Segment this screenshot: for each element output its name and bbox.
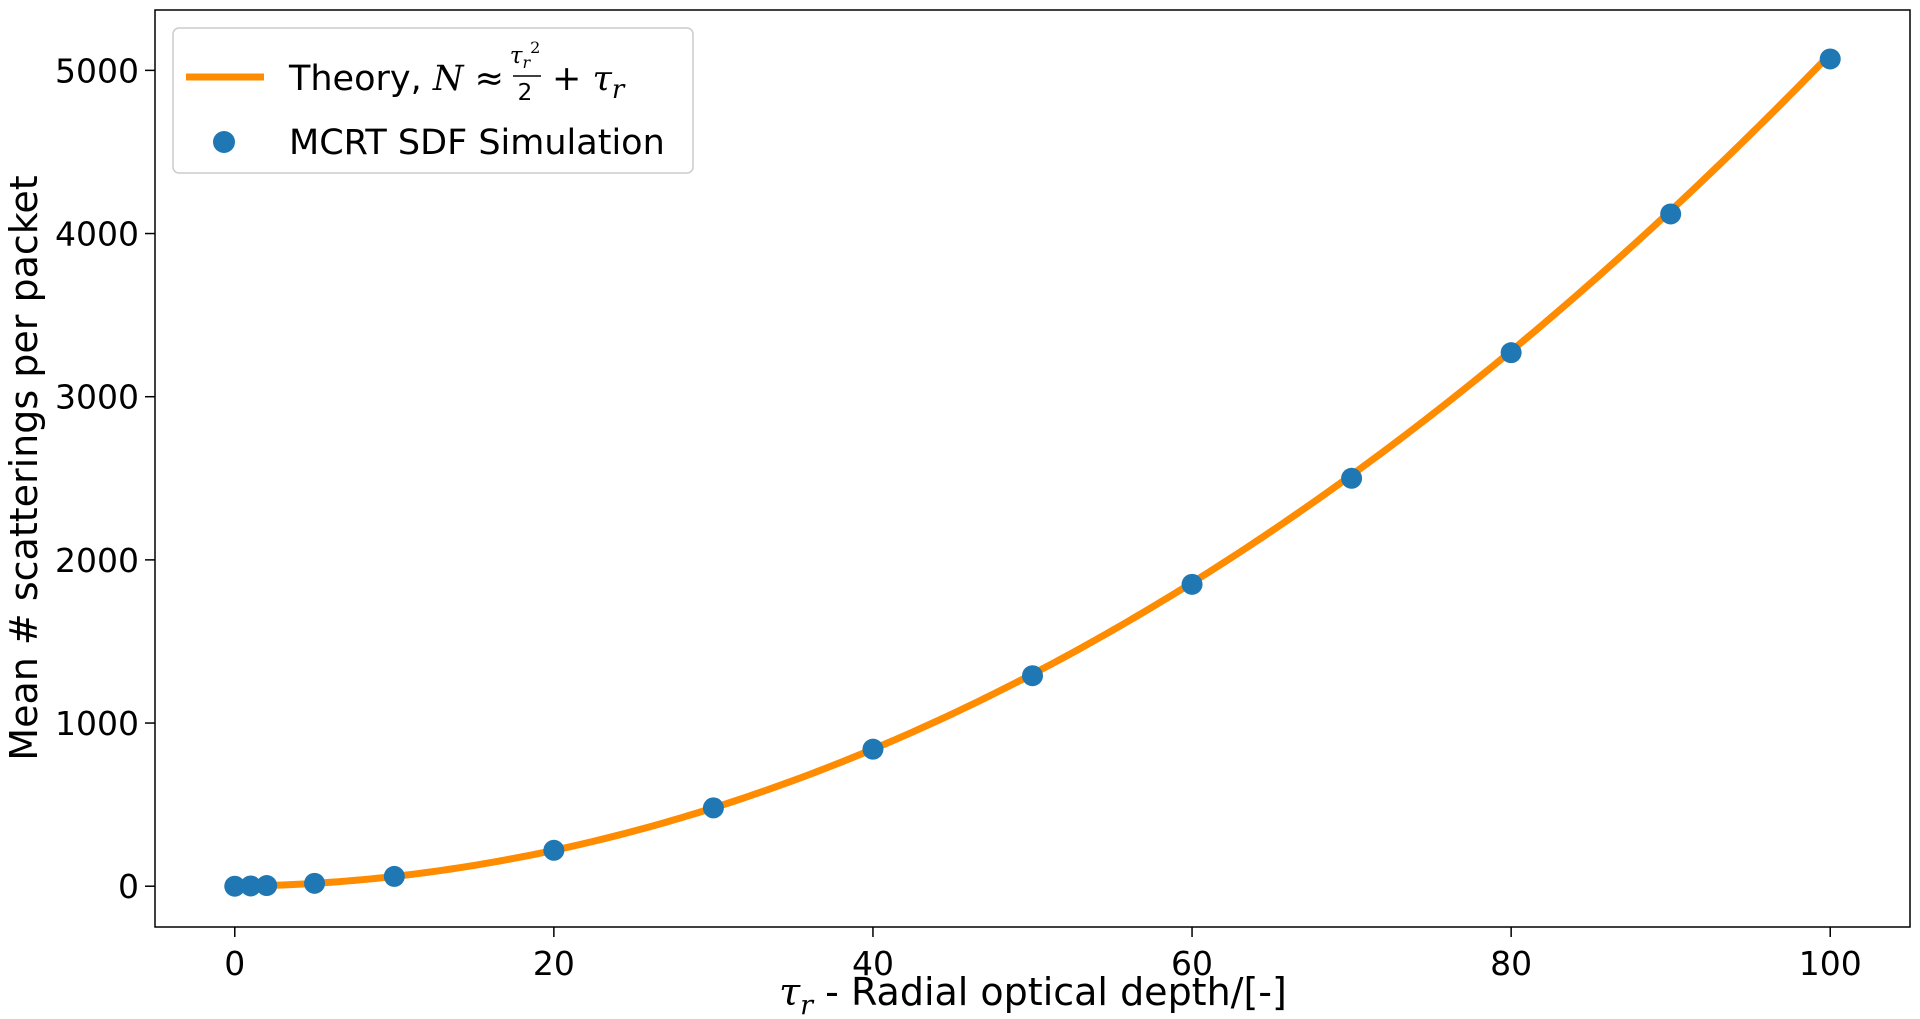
x-tick-label: 0 — [224, 944, 245, 983]
x-tick-label: 20 — [533, 944, 575, 983]
x-axis-label-symbol: τ — [779, 970, 801, 1014]
simulation-point — [383, 865, 405, 887]
plot-frame — [154, 9, 1911, 928]
x-axis-label-subscript: r — [800, 990, 815, 1019]
simulation-point — [224, 875, 246, 897]
legend-theory-prefix: Theory, — [288, 59, 433, 99]
simulation-point — [304, 872, 326, 894]
legend-simulation-swatch — [213, 131, 235, 153]
y-tick-label: 4000 — [55, 215, 139, 254]
y-tick-label: 2000 — [55, 541, 139, 580]
y-tick-label: 3000 — [55, 378, 139, 417]
x-tick-label: 40 — [852, 944, 894, 983]
simulation-point — [543, 839, 565, 861]
legend-simulation-label: MCRT SDF Simulation — [289, 123, 665, 163]
simulation-point — [1660, 203, 1682, 225]
x-axis-ticks: 0 20 40 60 80 100 — [224, 927, 1862, 983]
y-axis-ticks: 0 1000 2000 3000 4000 5000 — [55, 51, 155, 906]
simulation-point — [1181, 573, 1203, 595]
legend-fraction-denominator: 2 — [518, 80, 533, 106]
x-axis-label-text: - Radial optical depth/[-] — [813, 970, 1287, 1014]
simulation-point — [1022, 665, 1043, 687]
simulation-point — [862, 738, 884, 760]
x-tick-label: 60 — [1171, 944, 1213, 983]
x-tick-label: 80 — [1490, 944, 1532, 983]
y-tick-label: 0 — [118, 867, 139, 906]
y-axis-label: Mean # scatterings per packet — [2, 175, 46, 760]
legend: Theory, N ≈ τr2 2 + τr MCRT SDF Simulati… — [172, 27, 694, 174]
legend-theory-suffix: + τr — [552, 59, 626, 105]
simulation-point — [1500, 342, 1522, 364]
x-axis-label: τr - Radial optical depth/[-] — [779, 970, 1287, 1019]
y-tick-label: 5000 — [55, 51, 139, 90]
simulation-point — [1341, 467, 1363, 489]
x-tick-label: 100 — [1799, 944, 1862, 983]
legend-theory-label: Theory, N ≈ — [288, 59, 504, 99]
simulation-point — [702, 797, 724, 819]
legend-box — [172, 27, 694, 174]
simulation-point — [1819, 48, 1841, 70]
y-tick-label: 1000 — [55, 704, 139, 743]
simulation-series-points — [224, 48, 1841, 897]
simulation-point — [256, 875, 278, 897]
simulation-point — [240, 875, 262, 897]
